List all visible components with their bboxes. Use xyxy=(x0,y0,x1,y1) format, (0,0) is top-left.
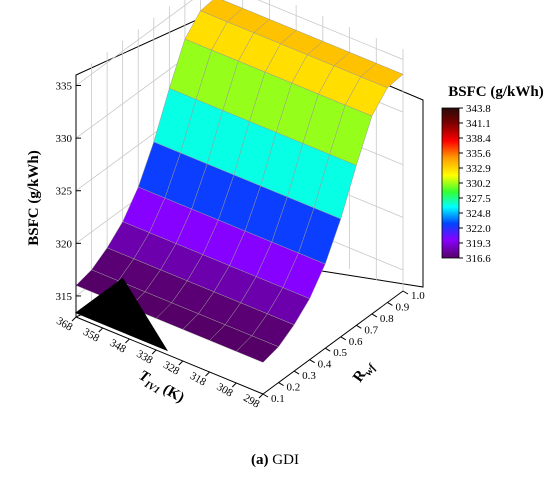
x-axis-line xyxy=(75,316,264,395)
colorbar-tick-label: 341.1 xyxy=(466,118,491,130)
y-tick-label: 0.5 xyxy=(333,347,347,359)
y-tick-label: 0.3 xyxy=(302,370,316,382)
z-tick-label: 325 xyxy=(56,186,73,198)
colorbar-tick-label: 343.8 xyxy=(466,103,491,115)
y-tick-mark xyxy=(293,370,300,375)
x-tick-mark xyxy=(178,360,184,366)
y-tick-label: 0.1 xyxy=(271,393,285,405)
x-tick-label: 298 xyxy=(241,392,262,411)
y-tick-mark xyxy=(402,290,409,295)
x-tick-label: 338 xyxy=(134,348,155,367)
surface-cell xyxy=(235,335,279,363)
z-tick-label: 330 xyxy=(56,133,73,145)
colorbar-tick-label: 316.6 xyxy=(466,253,491,265)
y-tick-mark xyxy=(371,313,378,318)
x-tick-label: 308 xyxy=(214,381,235,400)
caption-label: (a) xyxy=(251,452,269,468)
colorbar-tick-label: 338.4 xyxy=(466,133,491,145)
z-tick-label: 320 xyxy=(56,238,73,250)
y-ticks: 0.10.20.30.40.50.60.70.80.91.0 xyxy=(262,290,425,405)
x-tick-mark xyxy=(205,371,210,377)
y-tick-mark xyxy=(278,382,284,386)
z-ticks: 315 320 325 330 335 xyxy=(56,81,81,303)
y-tick-label: 1.0 xyxy=(411,290,425,302)
z-tick-label: 335 xyxy=(56,81,73,93)
x-tick-mark xyxy=(71,316,77,322)
x-tick-label: 318 xyxy=(188,370,209,389)
x-tick-mark xyxy=(125,338,130,344)
y-tick-label: 0.2 xyxy=(287,382,301,394)
y-axis-line xyxy=(262,290,404,395)
x-tick-mark xyxy=(151,349,157,355)
colorbar-tick-label: 330.2 xyxy=(466,178,491,190)
y-tick-mark xyxy=(340,336,347,341)
colorbar-tick-label: 322.0 xyxy=(466,223,491,235)
y-tick-label: 0.6 xyxy=(349,336,363,348)
y-tick-label: 0.8 xyxy=(380,313,394,325)
bsfc-surface-chart: 315 320 325 330 335 368 358 348 338 328 318 308 298… xyxy=(26,0,544,411)
surface-clipped-region xyxy=(74,277,169,352)
z-tick-label: 315 xyxy=(56,291,73,303)
x-tick-label: 368 xyxy=(54,315,75,334)
x-tick-label: 358 xyxy=(81,326,102,345)
colorbar-tick-label: 319.3 xyxy=(466,238,491,250)
z-axis-label: BSFC (g/kWh) xyxy=(26,150,42,245)
x-tick-mark xyxy=(258,393,264,399)
y-tick-mark xyxy=(387,302,393,306)
y-axis-label: Rwf xyxy=(350,357,379,387)
colorbar-tick-label: 335.6 xyxy=(466,148,491,160)
y-tick-label: 0.9 xyxy=(395,301,409,313)
colorbar-ticks: 343.8 341.1 338.4 335.6 332.9 330.2 327.5 324.8… xyxy=(459,103,491,265)
surface-mesh xyxy=(74,0,404,363)
colorbar-title: BSFC (g/kWh) xyxy=(448,84,543,100)
x-axis-label: TIV1(K) xyxy=(135,368,187,409)
x-tick-mark xyxy=(231,382,237,388)
colorbar-tick-label: 332.9 xyxy=(466,163,491,175)
y-tick-label: 0.4 xyxy=(318,359,332,371)
x-tick-label: 348 xyxy=(108,337,129,356)
colorbar-tick-label: 327.5 xyxy=(466,193,491,205)
figure-caption: (a) GDI xyxy=(0,452,550,469)
y-tick-mark xyxy=(356,324,362,329)
colorbar-tick-label: 324.8 xyxy=(466,208,491,220)
x-tick-label: 328 xyxy=(161,359,182,378)
y-tick-label: 0.7 xyxy=(364,324,378,336)
caption-text: GDI xyxy=(272,452,299,468)
x-tick-mark xyxy=(98,327,104,333)
colorbar-gradient xyxy=(441,107,460,259)
y-tick-mark xyxy=(262,393,269,398)
y-tick-mark xyxy=(309,359,315,364)
y-tick-mark xyxy=(324,347,331,352)
